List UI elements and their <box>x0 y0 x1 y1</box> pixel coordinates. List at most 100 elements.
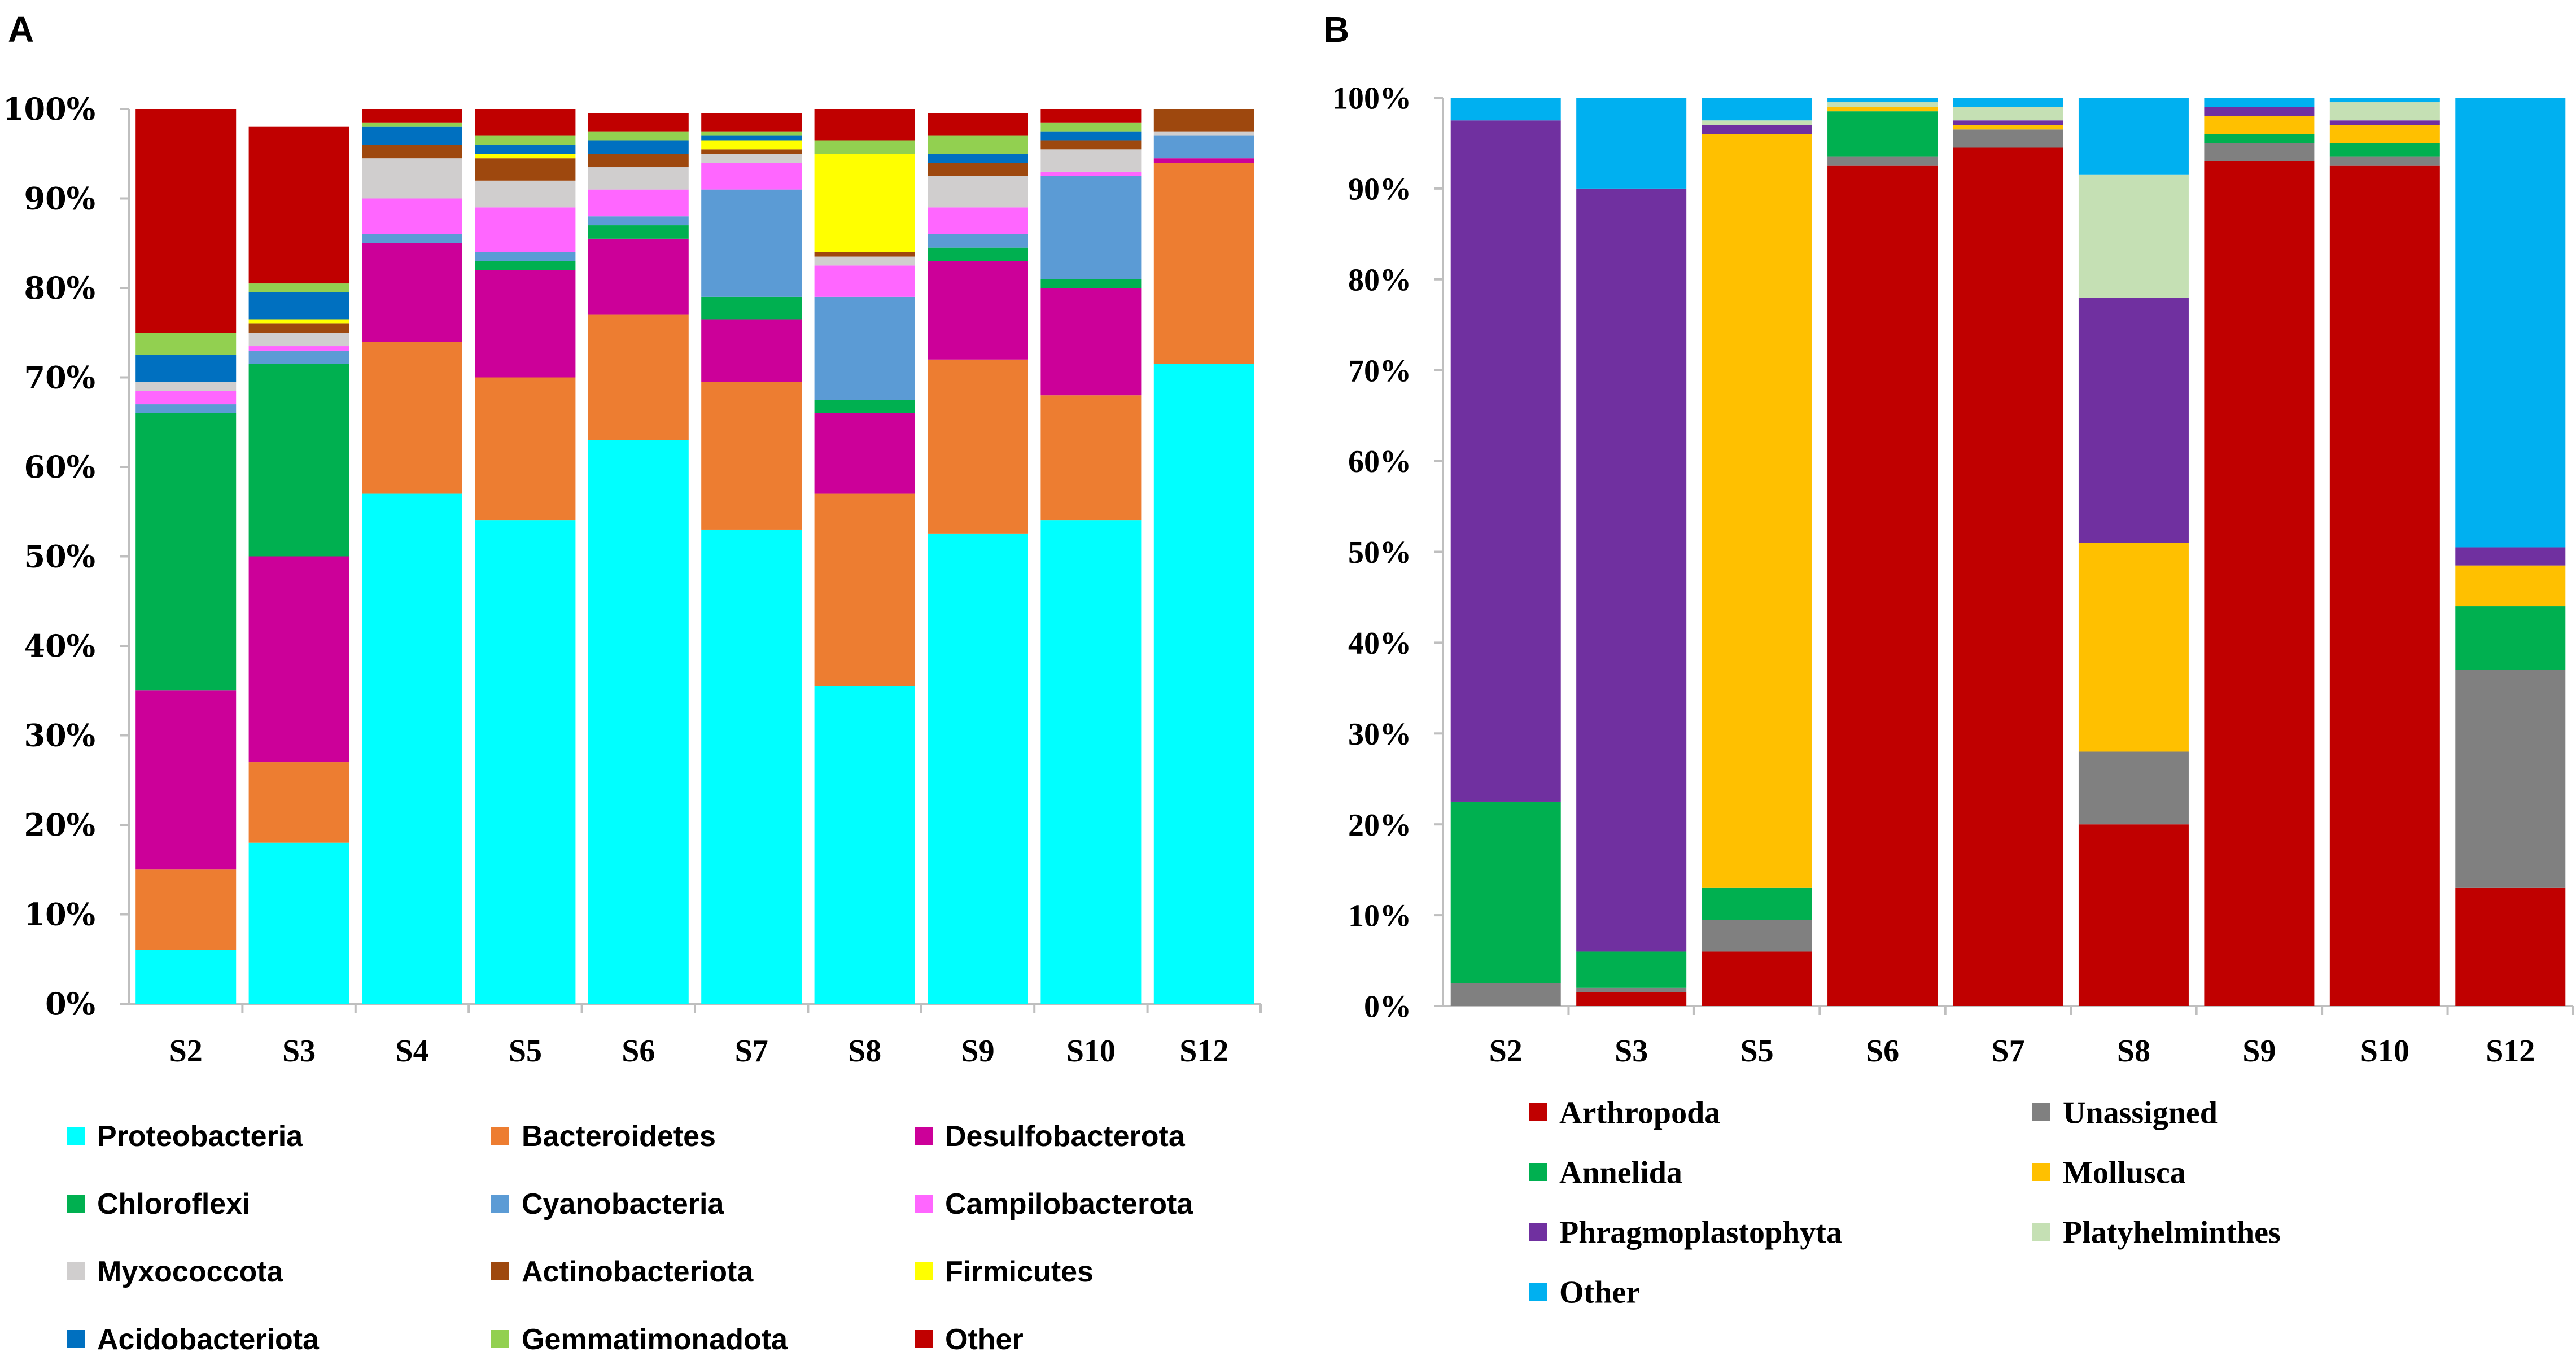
panel-a-bar-segment-s4-acidobacteriota <box>362 126 462 145</box>
panel-b-bar-segment-s7-other <box>1953 98 2063 107</box>
panel-a-legend-label-proteobacteria: Proteobacteria <box>97 1120 303 1153</box>
panel-a-bar-segment-s12-proteobacteria <box>1153 364 1254 1004</box>
panel-a-legend-swatch-myxococcota <box>67 1262 85 1280</box>
panel-b-bar-segment-s7-phragmoplastophyta <box>1953 120 2063 125</box>
panel-a-legend-label-other: Other <box>945 1323 1024 1356</box>
panel-a-bar-segment-s3-actinobacteriota <box>248 323 349 333</box>
panel-a-legend-label-acidobacteriota: Acidobacteriota <box>97 1323 320 1356</box>
panel-a-bar-segment-s7-proteobacteria <box>701 529 802 1004</box>
panel-a-bar-segment-s4-myxococcota <box>362 158 462 199</box>
panel-a-bar-segment-s3-myxococcota <box>248 333 349 347</box>
panel-b-y-tick-label: 20% <box>1348 808 1411 843</box>
panel-b-bar-segment-s12-phragmoplastophyta <box>2455 547 2566 566</box>
panel-a-bar-segment-s8-gemmatimonadota <box>814 140 915 154</box>
panel-a-y-tick-label: 80% <box>24 270 95 306</box>
panel-a-bar-segment-s8-other <box>814 109 915 141</box>
panel-b-x-tick-label-s3: S3 <box>1615 1034 1648 1069</box>
panel-b-legend-swatch-arthropoda <box>1529 1103 1547 1121</box>
panel-a-bar-segment-s9-campilobacterota <box>928 207 1028 234</box>
panel-a-y-tick-label: 60% <box>24 449 95 485</box>
panel-a-y-tick-label: 50% <box>24 538 95 574</box>
panel-b-bar-segment-s8-arthropoda <box>2078 824 2189 1006</box>
panel-a-bar-segment-s7-bacteroidetes <box>701 382 802 530</box>
panel-b-bar-segment-s10-platyhelminthes <box>2329 102 2440 121</box>
panel-a-bar-segment-s6-chloroflexi <box>588 225 689 239</box>
panel-b-y-tick-label: 70% <box>1348 353 1411 388</box>
panel-a-bar-segment-s7-myxococcota <box>701 154 802 163</box>
panel-b-legend-swatch-platyhelminthes <box>2032 1223 2050 1241</box>
panel-a-bar-segment-s8-desulfobacterota <box>814 413 915 494</box>
panel-b-bar-segment-s5-arthropoda <box>1702 951 1812 1006</box>
panel-a-bar-segment-s7-chloroflexi <box>701 296 802 320</box>
panel-b-bar-segment-s6-annelida <box>1827 111 1938 157</box>
panel-b-bar-segment-s9-mollusca <box>2204 116 2315 134</box>
panel-a-bar-segment-s8-proteobacteria <box>814 686 915 1004</box>
panel-b-bar-segment-s5-annelida <box>1702 887 1812 920</box>
panel-a-bar-segment-s4-gemmatimonadota <box>362 122 462 127</box>
panel-a-bar-segment-s5-other <box>475 109 576 136</box>
panel-a-bar-segment-s9-chloroflexi <box>928 247 1028 261</box>
panel-a-x-tick-label-s4: S4 <box>395 1034 428 1069</box>
panel-b-bar-segment-s2-phragmoplastophyta <box>1450 120 1561 802</box>
panel-b-legend-swatch-annelida <box>1529 1163 1547 1181</box>
panel-a-bar-segment-s2-other <box>135 109 237 333</box>
panel-a-bar-segment-s12-actinobacteriota <box>1153 109 1254 132</box>
panel-b-bar-segment-s7-platyhelminthes <box>1953 107 2063 121</box>
panel-b-y-tick-label: 0% <box>1364 990 1411 1025</box>
panel-b-bar-segment-s8-mollusca <box>2078 543 2189 752</box>
panel-b-bar-segment-s6-other <box>1827 98 1938 103</box>
panel-b-legend-label-other: Other <box>1559 1275 1640 1310</box>
panel-a-y-tick-label: 100% <box>3 91 95 127</box>
panel-b-legend-label-arthropoda: Arthropoda <box>1559 1096 1720 1131</box>
panel-b-bar-segment-s3-other <box>1576 98 1687 189</box>
panel-a-x-tick-label-s5: S5 <box>509 1034 542 1069</box>
panel-b-x-tick-label-s9: S9 <box>2242 1034 2276 1069</box>
panel-b-legend-swatch-phragmoplastophyta <box>1529 1223 1547 1241</box>
panel-a-bar-segment-s9-bacteroidetes <box>928 359 1028 534</box>
panel-a-bar-segment-s7-desulfobacterota <box>701 319 802 382</box>
panel-a-x-tick-label-s10: S10 <box>1066 1034 1116 1069</box>
panel-a-bar-segment-s10-other <box>1040 109 1142 123</box>
panel-b-bar-segment-s5-mollusca <box>1702 134 1812 888</box>
panel-b-bar-segment-s12-unassigned <box>2455 670 2566 888</box>
panel-b-y-tick-label: 40% <box>1348 626 1411 661</box>
panel-b-bar-segment-s7-arthropoda <box>1953 147 2063 1006</box>
panel-a-bar-segment-s6-acidobacteriota <box>588 140 689 154</box>
panel-a-bar-segment-s8-firmicutes <box>814 154 915 252</box>
panel-b-bar-segment-s2-unassigned <box>1450 983 1561 1006</box>
panel-b-x-tick-label-s7: S7 <box>1991 1034 2024 1069</box>
panel-b-bar-segment-s12-other <box>2455 98 2566 548</box>
panel-b-bar-segment-s8-platyhelminthes <box>2078 174 2189 298</box>
panel-a-bar-segment-s2-proteobacteria <box>135 950 237 1004</box>
panel-b-bar-segment-s3-unassigned <box>1576 987 1687 992</box>
panel-a-bar-segment-s2-desulfobacterota <box>135 690 237 870</box>
panel-b-bar-segment-s2-annelida <box>1450 801 1561 983</box>
panel-a-bar-segment-s2-chloroflexi <box>135 413 237 691</box>
panel-a-bar-segment-s7-gemmatimonadota <box>701 131 802 136</box>
panel-a-chart: A 0% 10% 20% 30% 40% 50% 60% 70% 80% 90% 100% S2 S3 S4… <box>3 9 1262 1356</box>
panel-a-bar-segment-s2-acidobacteriota <box>135 355 237 382</box>
panel-b-bar-segment-s9-arthropoda <box>2204 161 2315 1006</box>
panel-a-bar-segment-s2-bacteroidetes <box>135 869 237 950</box>
panel-a-bar-segment-s3-cyanobacteria <box>248 350 349 364</box>
panel-a-y-tick-label: 90% <box>24 180 95 216</box>
panel-b-bar-segment-s7-unassigned <box>1953 129 2063 148</box>
panel-a-bar-segment-s8-actinobacteriota <box>814 252 915 257</box>
panel-b-label: B <box>1323 9 1349 50</box>
panel-a-bar-segment-s5-desulfobacterota <box>475 270 576 378</box>
panel-b-bar-segment-s10-phragmoplastophyta <box>2329 120 2440 125</box>
panel-a-legend-label-gemmatimonadota: Gemmatimonadota <box>522 1323 788 1356</box>
panel-a-y-tick-label: 40% <box>24 628 95 664</box>
panel-a-bar-segment-s10-gemmatimonadota <box>1040 122 1142 132</box>
panel-a-bar-segment-s3-gemmatimonadota <box>248 283 349 292</box>
panel-b-bar-segment-s2-other <box>1450 98 1561 121</box>
panel-b-bar-segment-s6-arthropoda <box>1827 165 1938 1006</box>
panel-a-bar-segment-s7-cyanobacteria <box>701 189 802 297</box>
panel-a-bar-segment-s6-actinobacteriota <box>588 154 689 168</box>
panel-a-bar-segment-s5-chloroflexi <box>475 261 576 270</box>
panel-a-bar-segment-s5-bacteroidetes <box>475 377 576 521</box>
panel-a-bar-segment-s12-desulfobacterota <box>1153 158 1254 163</box>
panel-a-bar-segment-s6-myxococcota <box>588 167 689 190</box>
panel-b-bar-segment-s5-platyhelminthes <box>1702 120 1812 125</box>
panel-a-bar-segment-s10-actinobacteriota <box>1040 140 1142 150</box>
